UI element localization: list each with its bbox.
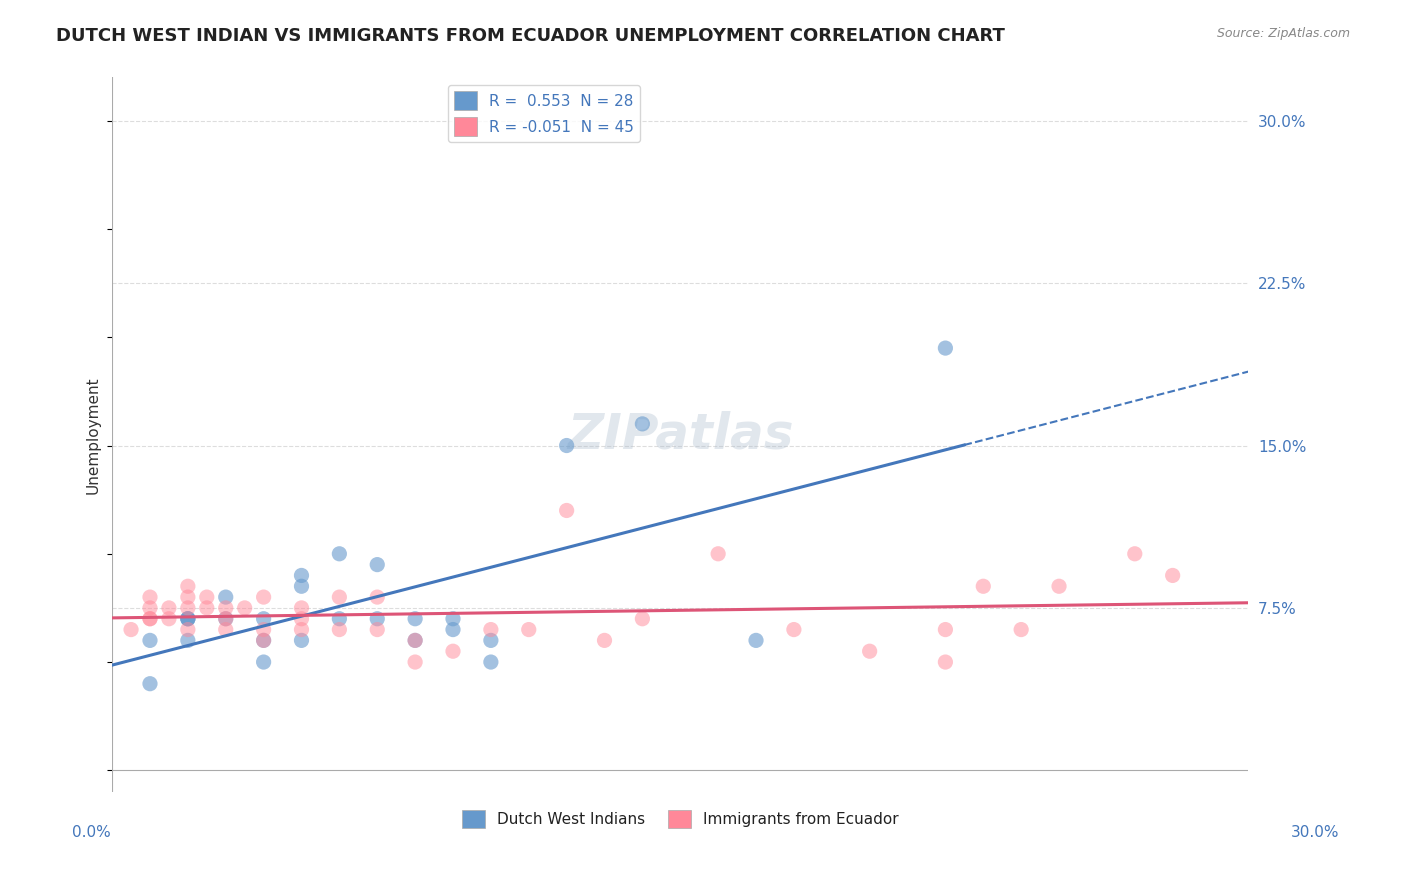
Point bbox=[404, 612, 426, 626]
Point bbox=[252, 590, 274, 604]
Point bbox=[441, 612, 464, 626]
Point bbox=[195, 601, 218, 615]
Point bbox=[177, 623, 200, 637]
Point bbox=[328, 623, 350, 637]
Point bbox=[972, 579, 994, 593]
Point bbox=[366, 558, 388, 572]
Legend: Dutch West Indians, Immigrants from Ecuador: Dutch West Indians, Immigrants from Ecua… bbox=[456, 804, 905, 834]
Point bbox=[233, 601, 256, 615]
Point bbox=[934, 341, 956, 355]
Point bbox=[290, 623, 312, 637]
Point bbox=[290, 568, 312, 582]
Point bbox=[215, 590, 238, 604]
Point bbox=[177, 633, 200, 648]
Point bbox=[479, 623, 502, 637]
Point bbox=[366, 612, 388, 626]
Point bbox=[290, 612, 312, 626]
Point bbox=[215, 623, 238, 637]
Point bbox=[404, 633, 426, 648]
Point bbox=[1123, 547, 1146, 561]
Point bbox=[290, 579, 312, 593]
Point bbox=[707, 547, 730, 561]
Point bbox=[139, 601, 162, 615]
Point bbox=[555, 438, 578, 452]
Point bbox=[139, 676, 162, 690]
Text: 0.0%: 0.0% bbox=[72, 825, 111, 840]
Point bbox=[252, 655, 274, 669]
Point bbox=[120, 623, 142, 637]
Point bbox=[479, 633, 502, 648]
Point bbox=[328, 590, 350, 604]
Point bbox=[1010, 623, 1032, 637]
Point bbox=[745, 633, 768, 648]
Text: DUTCH WEST INDIAN VS IMMIGRANTS FROM ECUADOR UNEMPLOYMENT CORRELATION CHART: DUTCH WEST INDIAN VS IMMIGRANTS FROM ECU… bbox=[56, 27, 1005, 45]
Text: Source: ZipAtlas.com: Source: ZipAtlas.com bbox=[1216, 27, 1350, 40]
Point bbox=[290, 633, 312, 648]
Point bbox=[1047, 579, 1070, 593]
Point bbox=[631, 612, 654, 626]
Point bbox=[139, 590, 162, 604]
Point bbox=[195, 590, 218, 604]
Point bbox=[404, 655, 426, 669]
Point bbox=[555, 503, 578, 517]
Point bbox=[631, 417, 654, 431]
Point bbox=[404, 633, 426, 648]
Point bbox=[252, 633, 274, 648]
Text: 30.0%: 30.0% bbox=[1291, 825, 1339, 840]
Point bbox=[859, 644, 882, 658]
Point bbox=[177, 590, 200, 604]
Point bbox=[215, 612, 238, 626]
Point bbox=[441, 623, 464, 637]
Point bbox=[177, 612, 200, 626]
Text: ZIPatlas: ZIPatlas bbox=[567, 410, 793, 458]
Point bbox=[177, 612, 200, 626]
Point bbox=[290, 601, 312, 615]
Point bbox=[252, 633, 274, 648]
Point bbox=[934, 655, 956, 669]
Point bbox=[366, 590, 388, 604]
Point bbox=[479, 655, 502, 669]
Point bbox=[328, 612, 350, 626]
Point bbox=[139, 612, 162, 626]
Point bbox=[139, 612, 162, 626]
Point bbox=[157, 612, 180, 626]
Point bbox=[252, 623, 274, 637]
Point bbox=[517, 623, 540, 637]
Point bbox=[593, 633, 616, 648]
Point bbox=[441, 644, 464, 658]
Point bbox=[177, 579, 200, 593]
Point bbox=[328, 547, 350, 561]
Y-axis label: Unemployment: Unemployment bbox=[86, 376, 100, 493]
Point bbox=[177, 601, 200, 615]
Point bbox=[157, 601, 180, 615]
Point bbox=[783, 623, 806, 637]
Point bbox=[252, 612, 274, 626]
Point bbox=[215, 601, 238, 615]
Point bbox=[215, 612, 238, 626]
Point bbox=[1161, 568, 1184, 582]
Point bbox=[366, 623, 388, 637]
Point bbox=[139, 633, 162, 648]
Point bbox=[934, 623, 956, 637]
Point bbox=[177, 612, 200, 626]
